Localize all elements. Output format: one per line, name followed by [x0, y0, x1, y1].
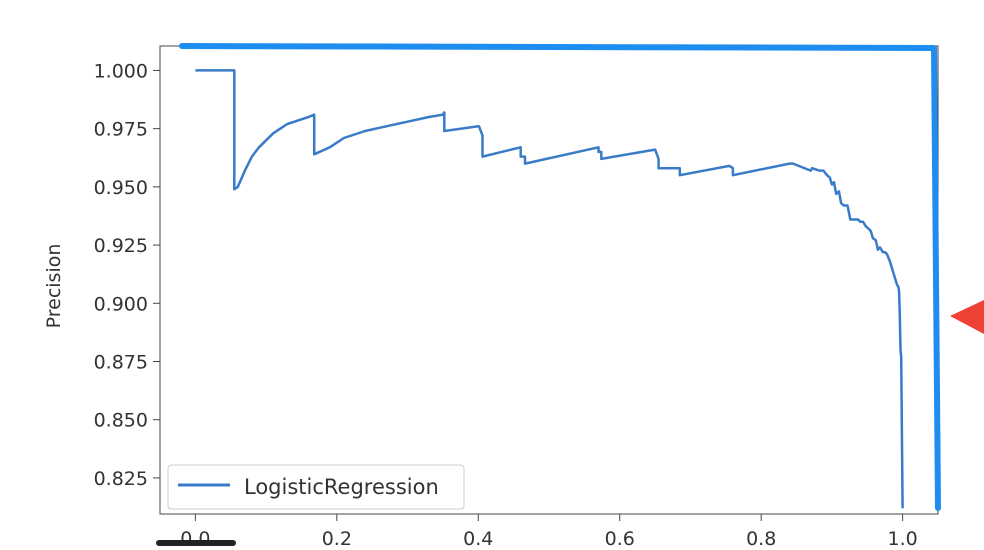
legend: LogisticRegression: [167, 464, 465, 510]
y-tick-label: 0.925: [94, 235, 148, 257]
series-layer: [195, 69, 904, 509]
y-axis-label: Precision: [43, 244, 65, 329]
legend-box: [167, 464, 465, 510]
overlay-bar: [156, 540, 236, 546]
y-tick-label: 0.850: [94, 410, 148, 432]
legend-label: LogisticRegression: [244, 475, 439, 499]
highlight-annotation: [179, 43, 941, 511]
y-tick-label: 0.900: [94, 293, 148, 315]
y-axis: 0.825 0.850 0.875 0.900 0.925 0.950 0.975 1.000: [94, 60, 160, 490]
y-tick-label: 0.875: [94, 351, 148, 373]
annotation-stroke: [179, 43, 941, 511]
y-tick-label: 0.950: [94, 177, 148, 199]
x-tick-label: 0.4: [463, 528, 493, 546]
y-tick-label: 0.975: [94, 119, 148, 141]
y-tick-label: 1.000: [94, 60, 148, 82]
plot-area: [159, 45, 939, 515]
x-tick-label: 0.8: [746, 528, 776, 546]
series-line-logisticregression: [195, 69, 904, 509]
x-tick-label: 0.2: [322, 528, 352, 546]
red-arrow-pointer: [950, 300, 984, 334]
x-tick-label: 1.0: [888, 528, 918, 546]
x-tick-label: 0.6: [605, 528, 635, 546]
y-tick-label: 0.825: [94, 468, 148, 490]
x-axis: 0.0 0.2 0.4 0.6 0.8 1.0: [180, 514, 918, 550]
